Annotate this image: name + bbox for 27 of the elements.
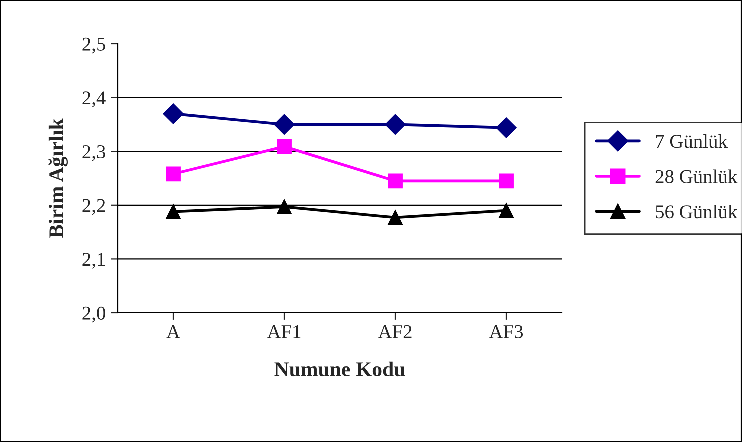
legend-label: 7 Günlük bbox=[656, 134, 728, 148]
x-tick-label: AF3 bbox=[489, 325, 524, 338]
y-tick-label: 2,3 bbox=[82, 145, 106, 162]
point bbox=[166, 204, 181, 220]
x-tick-label: A bbox=[166, 325, 180, 338]
point bbox=[499, 203, 514, 218]
y-tick-label: 2,2 bbox=[82, 199, 106, 216]
x-axis-title: Numune Kodu bbox=[274, 362, 406, 377]
legend-label: 56 Günlük bbox=[656, 204, 738, 219]
y-tick-label: 2,4 bbox=[82, 92, 106, 108]
x-tick-label: AF2 bbox=[378, 325, 412, 338]
point bbox=[277, 139, 292, 154]
point bbox=[163, 104, 184, 124]
point bbox=[274, 114, 295, 136]
point bbox=[166, 166, 181, 182]
y-tick-label: 2,1 bbox=[82, 253, 106, 269]
x-tick-label: AF1 bbox=[267, 325, 301, 338]
point bbox=[385, 114, 406, 136]
point bbox=[388, 210, 403, 226]
legend-label: 28 Günlük bbox=[656, 170, 738, 184]
point bbox=[499, 174, 514, 189]
point bbox=[277, 200, 292, 214]
y-tick-label: 2,5 bbox=[82, 38, 106, 54]
point bbox=[388, 174, 403, 189]
y-tick-label: 2,0 bbox=[82, 306, 106, 323]
point bbox=[496, 118, 517, 138]
y-axis-title: Birim Ağırlık bbox=[48, 118, 68, 238]
